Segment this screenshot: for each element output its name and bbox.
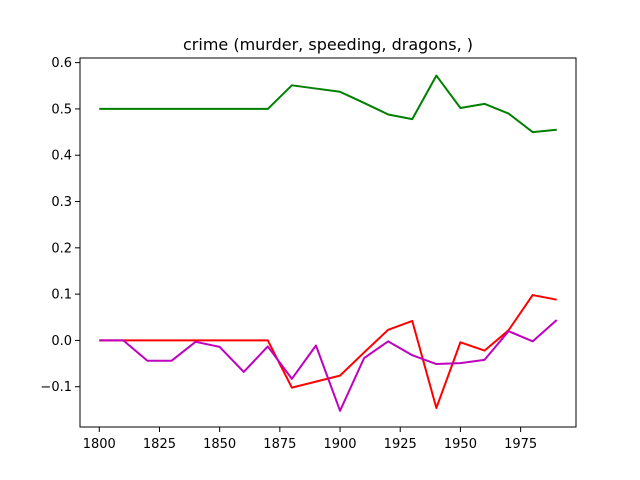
y-tick-label: 0.5 [51,102,72,117]
y-axis: −0.1 0.0 0.1 0.2 0.3 0.4 0.5 0.6 [40,56,80,395]
x-tick-label: 1925 [384,437,417,452]
x-tick-label: 1900 [323,437,356,452]
x-tick-label: 1950 [444,437,477,452]
plot-area-frame [79,57,577,428]
series-lines [99,74,558,412]
y-tick-label: 0.2 [51,241,72,256]
y-tick-label: 0.6 [51,56,72,71]
y-tick-label: 0.4 [51,149,72,164]
series-line-2 [99,294,557,410]
x-tick-label: 1875 [263,437,296,452]
x-tick-label: 1825 [143,437,176,452]
y-tick-label: 0.3 [51,195,72,210]
y-tick-label: 0.1 [51,288,72,303]
y-tick-label: −0.1 [40,380,72,395]
y-tick-label: 0.0 [51,334,72,349]
series-line-1 [99,74,557,134]
x-axis: 1800 1825 1850 1875 1900 1925 1950 1975 [83,427,537,452]
x-tick-label: 1975 [504,437,537,452]
chart-title: crime (murder, speeding, dragons, ) [183,35,473,54]
series-line-3 [99,319,558,412]
x-tick-label: 1850 [203,437,236,452]
x-tick-label: 1800 [83,437,116,452]
